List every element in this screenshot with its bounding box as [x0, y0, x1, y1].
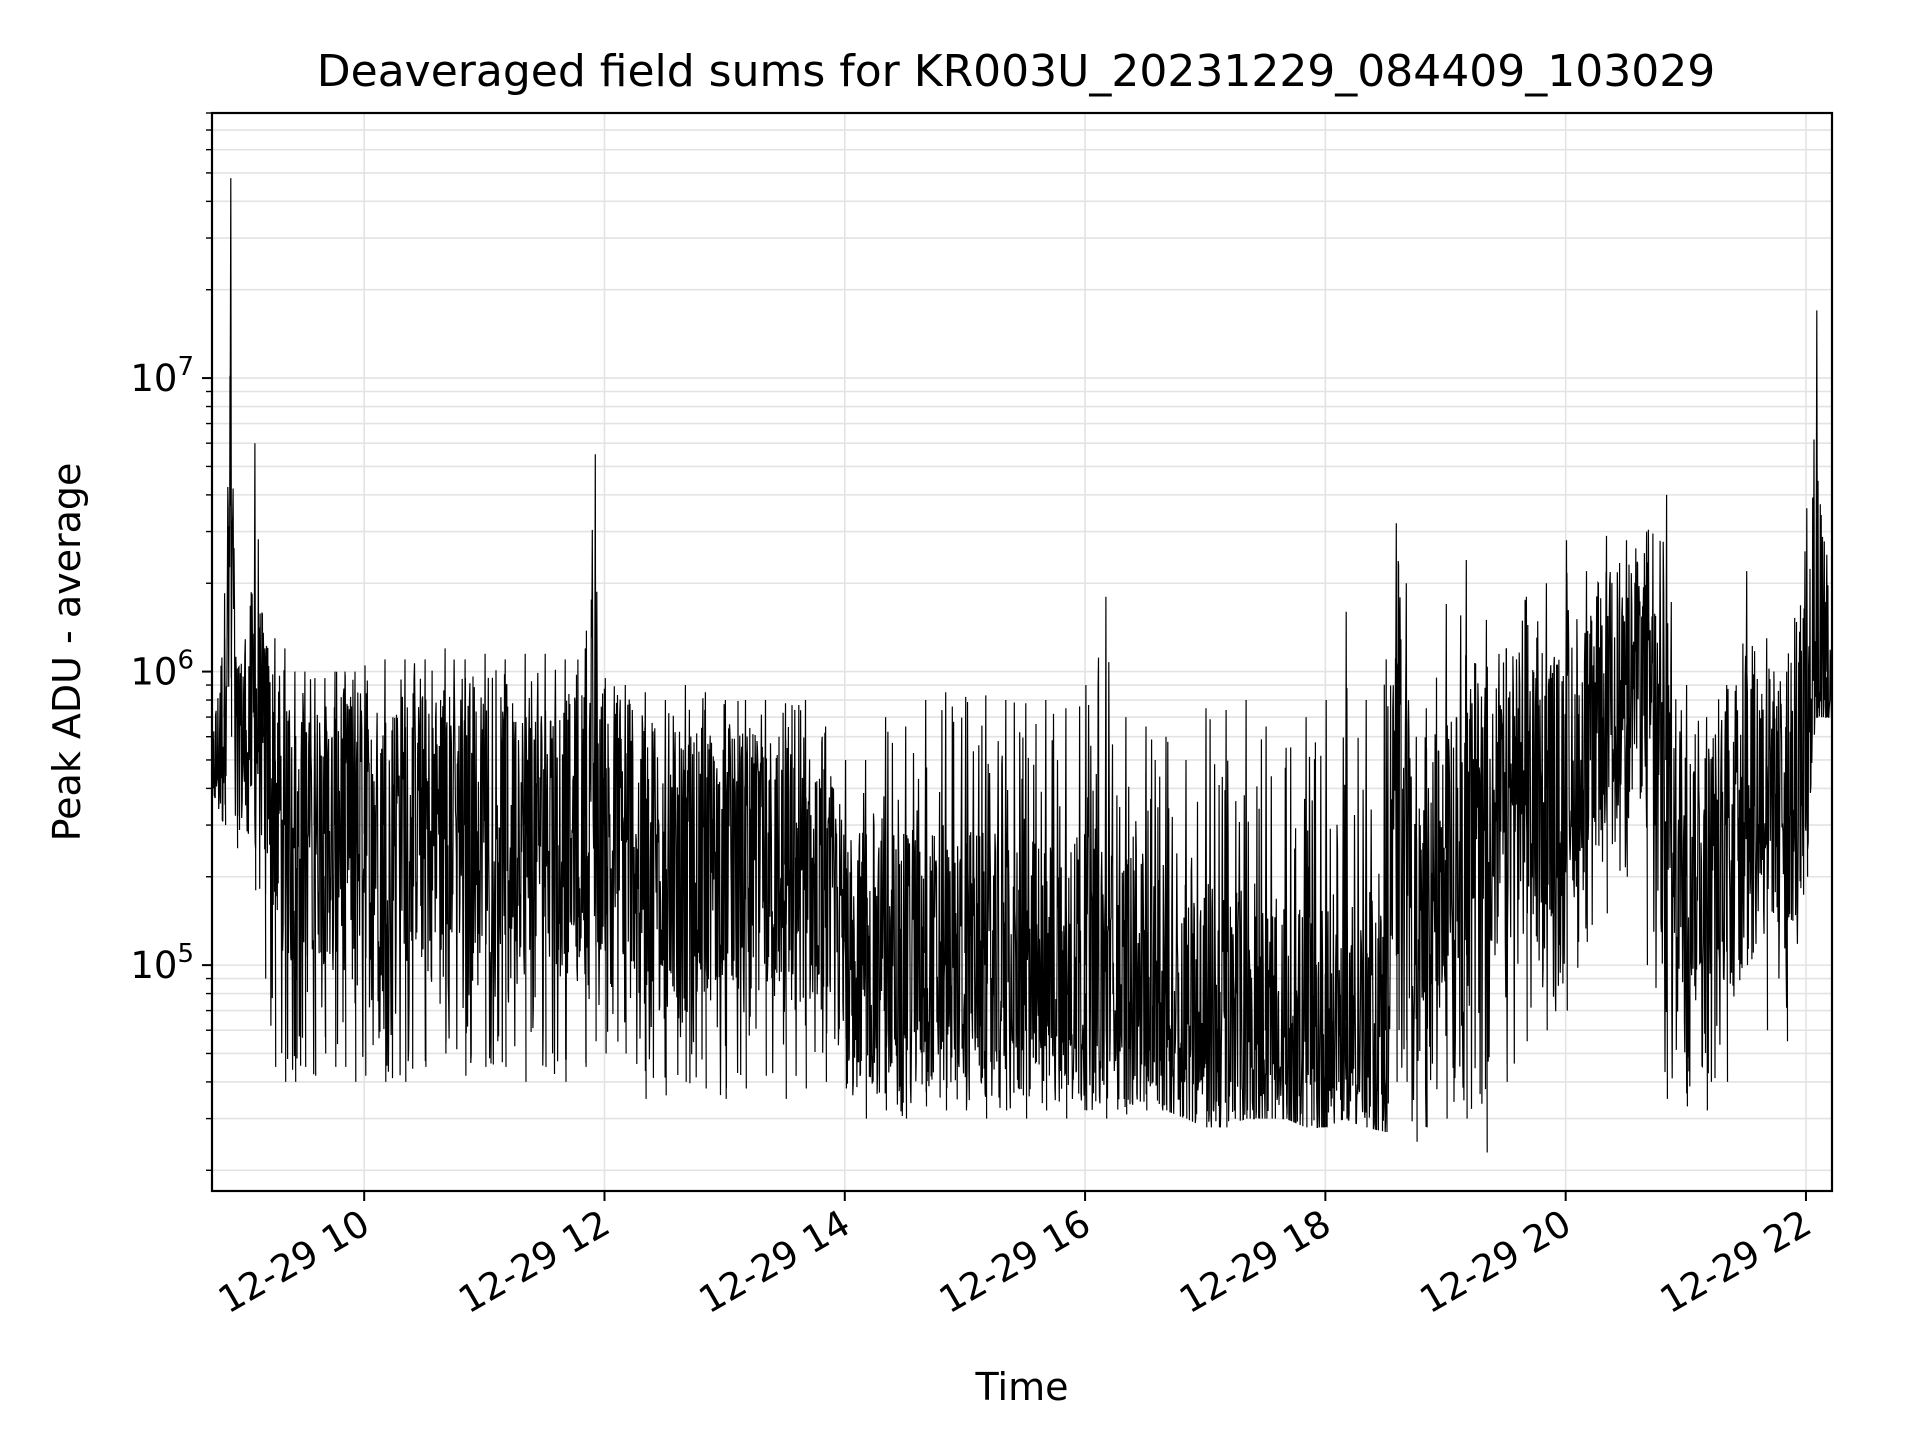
y-tick-label: 106 — [130, 646, 194, 694]
x-axis-label: Time — [975, 1365, 1069, 1409]
series-line — [212, 178, 1832, 1153]
y-tick-label: 107 — [130, 352, 194, 400]
plot-area — [212, 178, 1832, 1153]
x-axis-ticks: 12-29 10 12-29 12 12-29 14 12-29 16 12-29 18… — [211, 1191, 1818, 1322]
y-axis-label: Peak ADU - average — [45, 463, 89, 842]
x-tick-label: 12-29 12 — [451, 1202, 617, 1322]
x-tick-label: 12-29 14 — [692, 1202, 858, 1322]
x-tick-label: 12-29 10 — [211, 1202, 377, 1322]
y-tick-label: 105 — [130, 939, 194, 987]
x-tick-label: 12-29 18 — [1172, 1202, 1338, 1322]
chart-title: Deaveraged field sums for KR003U_2023122… — [317, 46, 1715, 97]
x-tick-label: 12-29 20 — [1413, 1202, 1579, 1322]
plot-frame — [210, 111, 1834, 1193]
x-tick-label: 12-29 16 — [932, 1202, 1098, 1322]
x-tick-label: 12-29 22 — [1653, 1202, 1819, 1322]
y-axis-ticks: 105 106 107 — [130, 112, 212, 1171]
